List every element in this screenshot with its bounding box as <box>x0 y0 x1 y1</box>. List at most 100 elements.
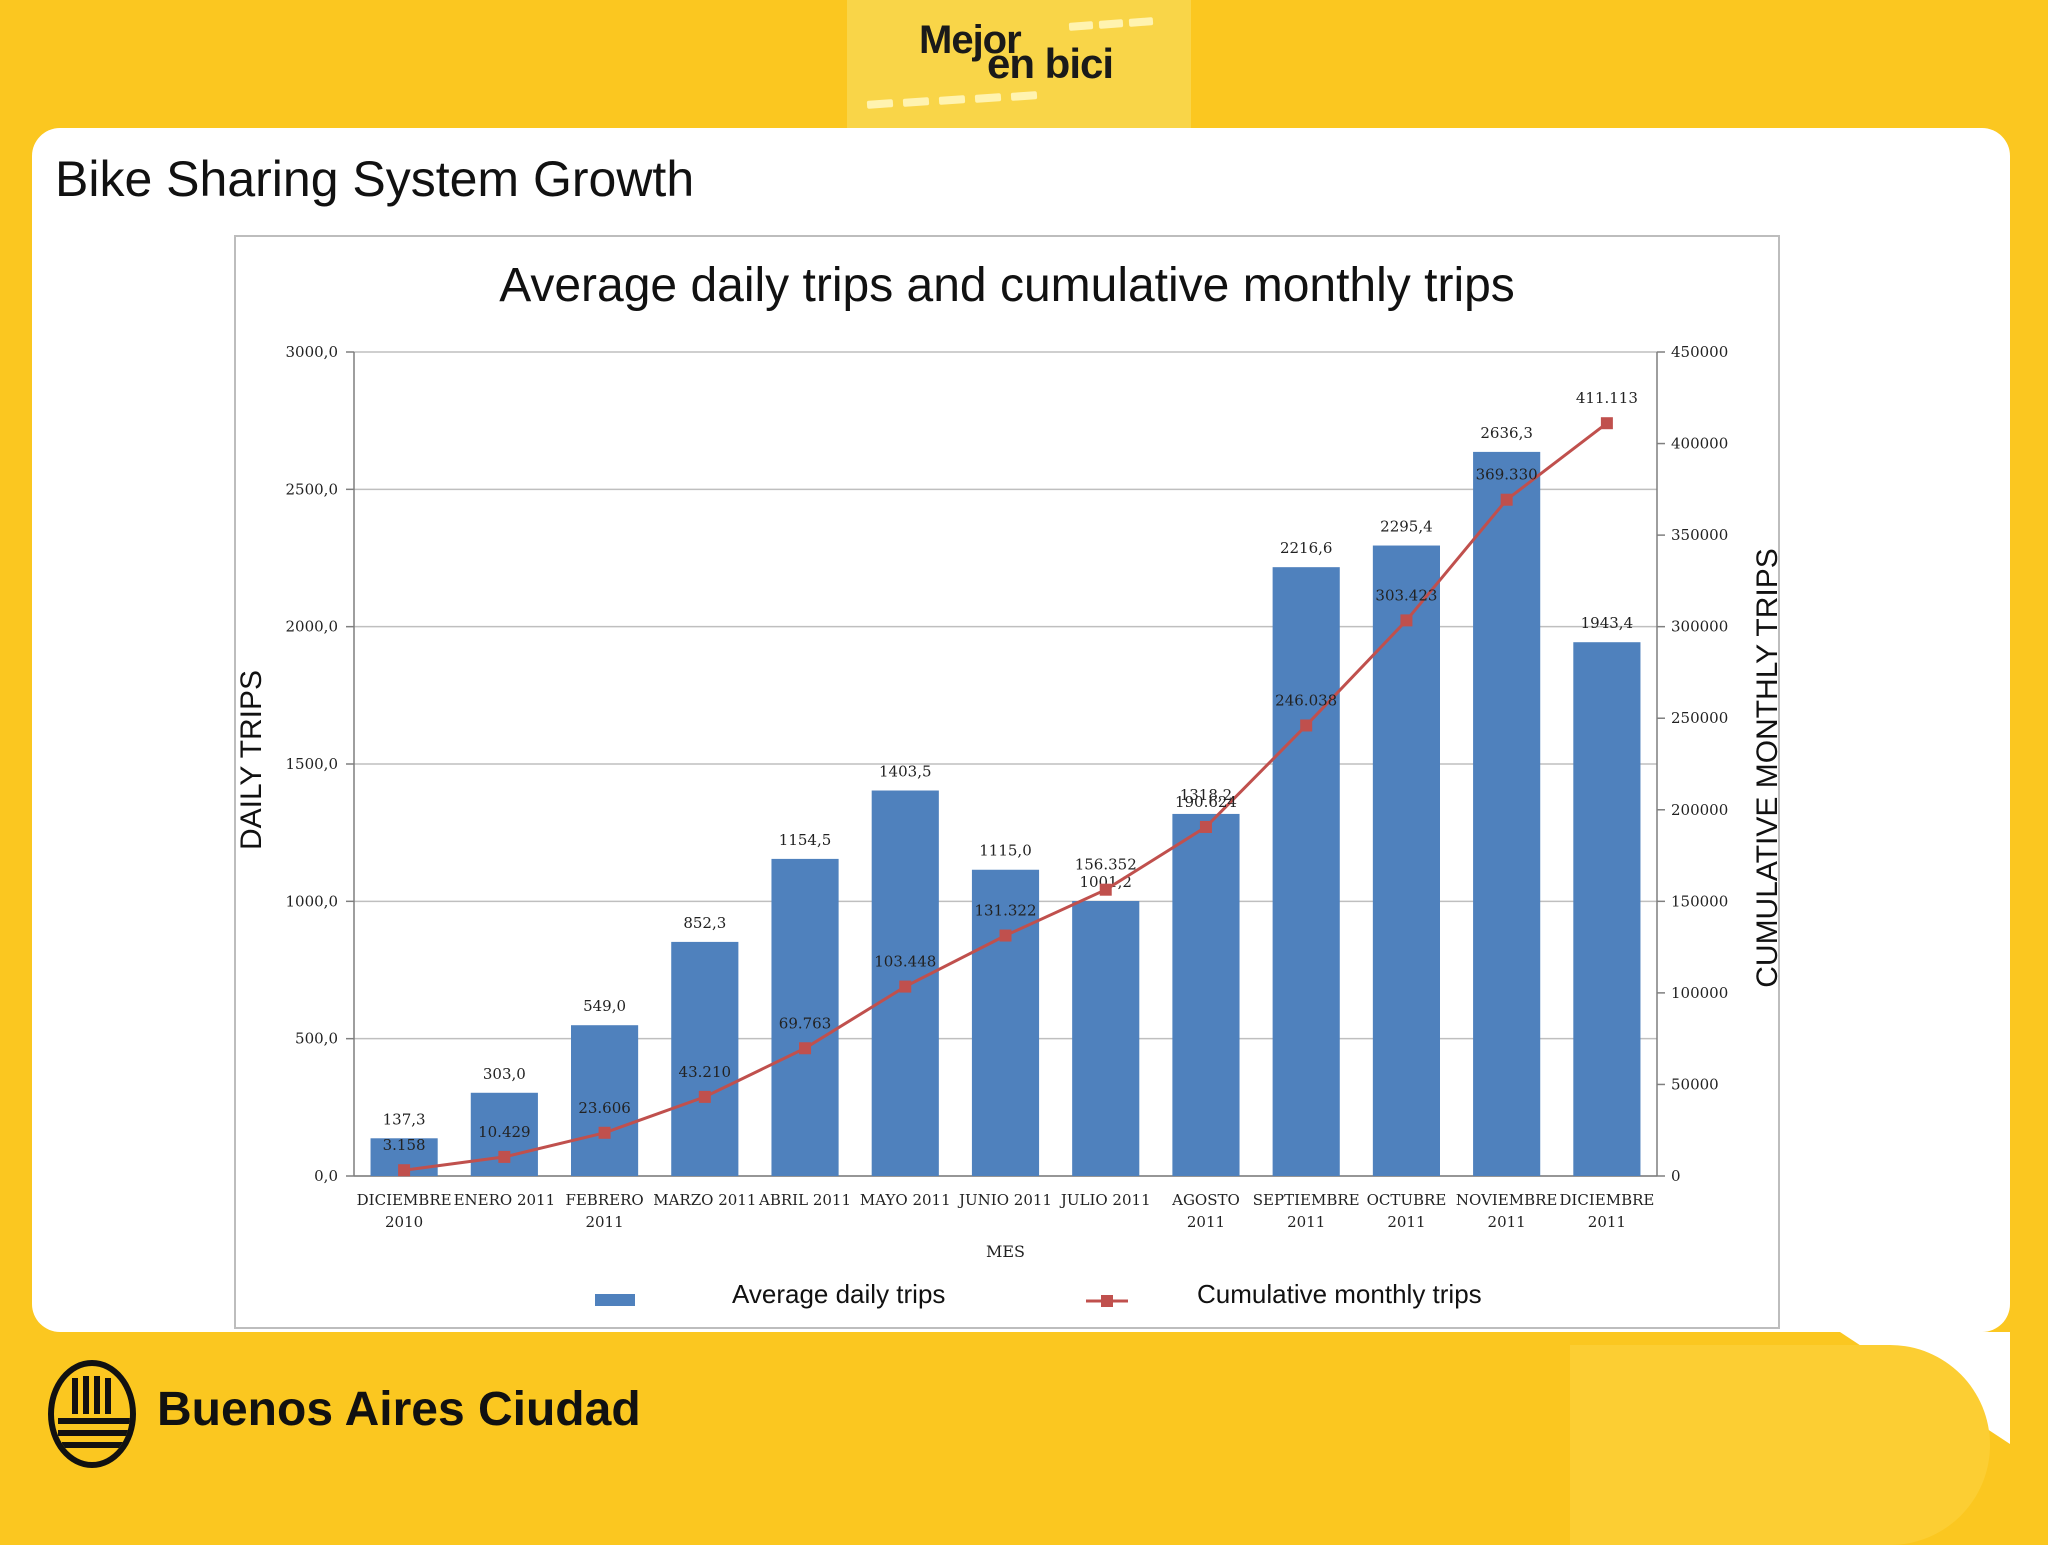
x-tick-label: ENERO 2011 <box>454 1191 556 1209</box>
line-data-label: 131.322 <box>974 902 1036 920</box>
bar <box>1372 545 1441 1176</box>
x-tick-label: 2011 <box>1287 1213 1325 1231</box>
line-data-label: 69.763 <box>779 1014 832 1032</box>
x-tick-label: DICIEMBRE <box>357 1191 452 1209</box>
line-marker <box>1500 493 1513 506</box>
line-marker <box>1600 417 1613 430</box>
x-tick-label: OCTUBRE <box>1367 1191 1447 1209</box>
line-marker <box>1400 614 1413 627</box>
bar <box>570 1025 639 1176</box>
bar-data-label: 1403,5 <box>879 763 932 781</box>
line-marker <box>1099 883 1112 896</box>
x-tick-label: MAYO 2011 <box>860 1191 951 1209</box>
bar <box>671 941 739 1176</box>
bar-data-label: 1318,2 <box>1180 786 1233 804</box>
bar-data-label: 2295,4 <box>1380 518 1433 536</box>
x-tick-label: 2011 <box>1488 1213 1526 1231</box>
y2-tick-label: 400000 <box>1671 435 1728 453</box>
line-data-label: 43.210 <box>679 1063 732 1081</box>
x-tick-label: MARZO 2011 <box>653 1191 756 1209</box>
line-data-label: 303.423 <box>1375 586 1437 604</box>
line-data-label: 23.606 <box>578 1099 631 1117</box>
buenos-aires-emblem-icon <box>48 1360 136 1468</box>
chart-title: Average daily trips and cumulative month… <box>499 259 1515 312</box>
mejor-en-bici-logo: Mejor en bici <box>847 0 1191 132</box>
bar-data-label: 1943,4 <box>1581 614 1634 632</box>
legend-swatch-bars <box>595 1294 635 1306</box>
bar-data-label: 1001,2 <box>1079 873 1132 891</box>
x-tick-label: JUNIO 2011 <box>957 1191 1052 1209</box>
y2-tick-label: 450000 <box>1671 343 1728 361</box>
line-marker <box>1199 820 1212 833</box>
legend-label-bars: Average daily trips <box>732 1279 946 1309</box>
x-tick-label: 2011 <box>1588 1213 1626 1231</box>
y-tick-label: 3000,0 <box>286 343 339 361</box>
bar <box>1573 642 1641 1176</box>
bar-data-label: 852,3 <box>683 914 726 932</box>
line-data-label: 369.330 <box>1476 466 1538 484</box>
x-tick-label: NOVIEMBRE <box>1456 1191 1558 1209</box>
line-data-label: 156.352 <box>1075 856 1137 874</box>
bar <box>1272 567 1340 1176</box>
y-tick-label: 500,0 <box>295 1030 338 1048</box>
legend-swatch-marker <box>1101 1295 1113 1307</box>
x-tick-label: 2010 <box>385 1213 423 1231</box>
bar-data-label: 2636,3 <box>1480 424 1533 442</box>
x-tick-label: AGOSTO <box>1171 1191 1240 1209</box>
line-marker <box>398 1164 411 1177</box>
x-tick-label: SEPTIEMBRE <box>1253 1191 1360 1209</box>
x-tick-label: 2011 <box>1187 1213 1225 1231</box>
slide-title: Bike Sharing System Growth <box>55 151 695 207</box>
line-data-label: 246.038 <box>1275 691 1337 709</box>
y-axis-title-left-text: DAILY TRIPS <box>235 669 268 851</box>
line-data-label: 411.113 <box>1576 389 1638 407</box>
y2-tick-label: 50000 <box>1671 1075 1719 1093</box>
y-tick-label: 0,0 <box>314 1167 338 1185</box>
bar <box>971 869 1040 1176</box>
y2-tick-label: 300000 <box>1671 618 1728 636</box>
line-marker <box>698 1090 711 1103</box>
x-tick-label: ABRIL 2011 <box>758 1191 851 1209</box>
line-marker <box>598 1126 611 1139</box>
y2-tick-label: 200000 <box>1671 801 1728 819</box>
bar-data-label: 1154,5 <box>779 831 832 849</box>
line-marker <box>899 980 912 993</box>
line-marker <box>1300 719 1313 732</box>
x-tick-label: 2011 <box>1387 1213 1425 1231</box>
bar <box>771 858 839 1176</box>
y-tick-label: 2000,0 <box>286 618 339 636</box>
y-tick-label: 2500,0 <box>286 480 339 498</box>
bar <box>1473 451 1541 1177</box>
x-tick-label: FEBRERO <box>565 1191 643 1209</box>
y-axis-title-right-text: CUMULATIVE MONTHLY TRIPS <box>1751 548 1784 988</box>
line-data-label: 190.624 <box>1175 793 1237 811</box>
y2-tick-label: 150000 <box>1671 892 1728 910</box>
line-data-label: 103.448 <box>874 953 936 971</box>
watermark-shape <box>1570 1345 1990 1545</box>
line-data-label: 3.158 <box>383 1136 426 1154</box>
line-marker <box>498 1150 511 1163</box>
y-tick-label: 1500,0 <box>286 755 339 773</box>
line-data-label: 10.429 <box>478 1123 531 1141</box>
bar-data-label: 2216,6 <box>1280 539 1333 557</box>
bar-data-label: 549,0 <box>583 997 626 1015</box>
bar <box>1072 901 1140 1176</box>
logo-line-1: Mejor <box>919 18 1022 62</box>
legend-label-line: Cumulative monthly trips <box>1197 1279 1482 1309</box>
y2-tick-label: 0 <box>1671 1167 1681 1185</box>
x-tick-label: 2011 <box>585 1213 623 1231</box>
bar-data-label: 303,0 <box>483 1065 526 1083</box>
footer-org-name: Buenos Aires Ciudad <box>157 1383 641 1436</box>
line-marker <box>799 1042 812 1055</box>
y2-tick-label: 350000 <box>1671 526 1728 544</box>
line-marker <box>999 929 1012 942</box>
y2-tick-label: 250000 <box>1671 709 1728 727</box>
x-tick-label: DICIEMBRE <box>1559 1191 1654 1209</box>
logo-line-2: en bici <box>987 40 1114 87</box>
bar-data-label: 137,3 <box>383 1110 426 1128</box>
y-tick-label: 1000,0 <box>286 892 339 910</box>
bar <box>1172 813 1240 1176</box>
y2-tick-label: 100000 <box>1671 984 1728 1002</box>
bar-data-label: 1115,0 <box>979 842 1032 860</box>
